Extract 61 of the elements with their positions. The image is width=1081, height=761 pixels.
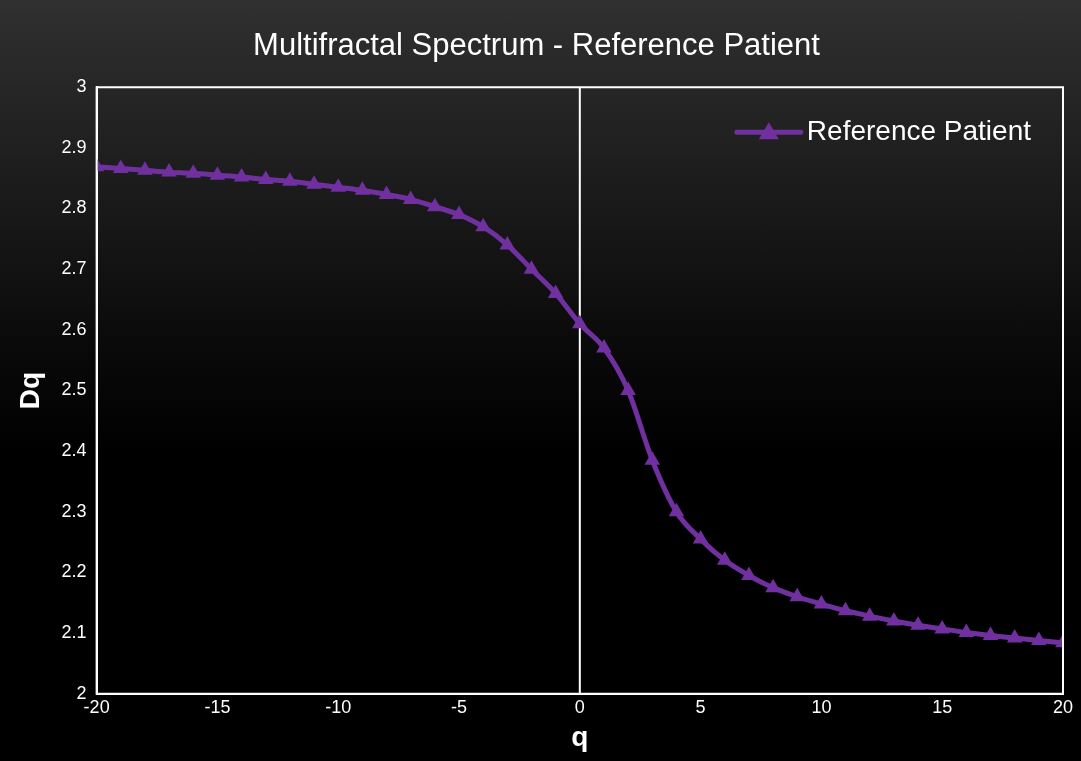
y-tick-label: 2.2 [61, 561, 87, 582]
point [934, 619, 950, 634]
point [402, 190, 419, 204]
y-axis-title: Dq [13, 371, 45, 410]
point [765, 578, 781, 593]
x-tick-label: 15 [932, 696, 953, 717]
x-tick-label: -5 [451, 696, 468, 717]
x-tick-label: -10 [325, 696, 352, 717]
x-tick-label: 10 [811, 696, 832, 717]
y-tick-label: 2.7 [61, 258, 87, 279]
point [1031, 631, 1047, 645]
y-tick-label: 2.8 [61, 197, 87, 218]
point [982, 626, 999, 641]
point [475, 217, 491, 232]
point [692, 530, 709, 544]
point [161, 163, 177, 177]
chart-title: Multifractal Spectrum - Reference Patient [253, 27, 821, 63]
point [112, 159, 129, 173]
point [137, 161, 153, 175]
x-tick-label: 5 [695, 696, 706, 717]
y-tick-label: 2.9 [61, 136, 87, 157]
point [354, 181, 371, 195]
x-tick-label: 0 [574, 696, 585, 717]
point [861, 607, 878, 621]
y-tick-label: 2.1 [61, 622, 87, 643]
point [330, 178, 347, 192]
point [185, 164, 202, 178]
point [668, 502, 685, 517]
point [233, 167, 250, 182]
point [257, 170, 274, 184]
point [282, 172, 298, 186]
point [427, 197, 443, 212]
point [620, 381, 636, 395]
point [1006, 628, 1023, 643]
point [596, 339, 612, 353]
point [644, 451, 661, 465]
point [209, 166, 226, 180]
point [451, 205, 467, 220]
point [741, 566, 757, 581]
point [523, 260, 540, 274]
y-tick-label: 3 [76, 76, 87, 97]
point [789, 587, 806, 602]
x-axis-title: q [571, 720, 589, 752]
point [306, 175, 322, 189]
point [378, 185, 395, 200]
y-tick-label: 2.5 [61, 379, 87, 400]
y-tick-label: 2.4 [61, 440, 87, 461]
x-tick-label: -15 [204, 696, 231, 717]
x-tick-label: 20 [1052, 696, 1074, 717]
legend-label: Reference Patient [806, 114, 1032, 146]
point [837, 601, 854, 616]
y-tick-label: 2.6 [61, 318, 87, 339]
point [958, 623, 975, 638]
point [547, 284, 564, 298]
point [716, 551, 733, 565]
point [499, 235, 516, 250]
point [572, 314, 588, 329]
y-tick-label: 2.3 [61, 500, 87, 521]
point [910, 616, 926, 630]
point [886, 612, 902, 626]
point [813, 595, 830, 609]
